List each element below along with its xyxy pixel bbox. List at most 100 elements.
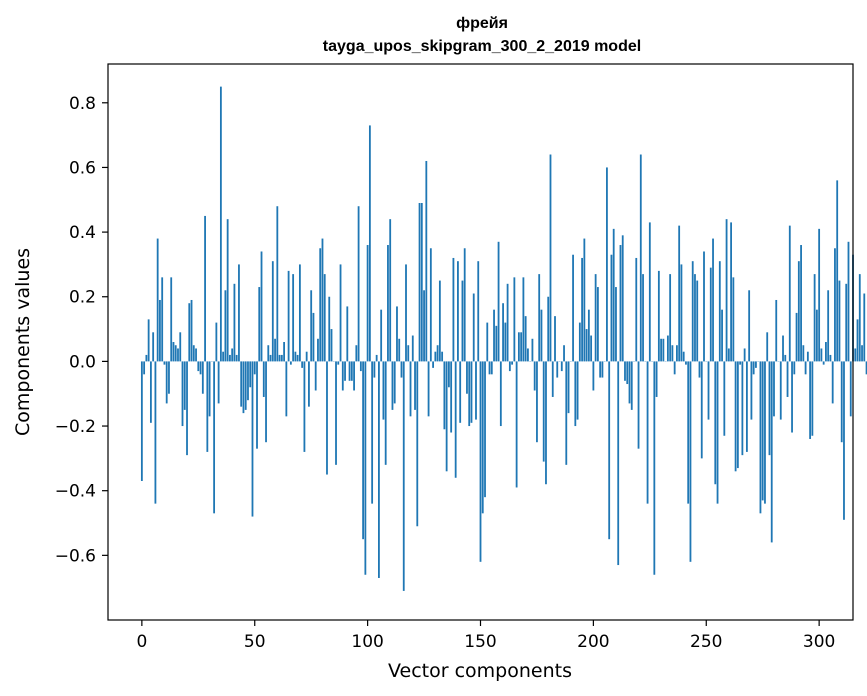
bar — [429, 248, 432, 362]
bar — [660, 338, 663, 362]
bar — [601, 361, 604, 378]
bar — [432, 361, 434, 368]
bar — [296, 354, 299, 362]
x-axis-label: Vector components — [388, 660, 572, 682]
bar — [599, 361, 602, 378]
bar — [402, 361, 405, 591]
bar — [637, 361, 640, 449]
bar — [795, 312, 798, 362]
bar — [793, 361, 796, 375]
bar — [384, 361, 387, 465]
bar — [854, 348, 857, 362]
bar — [310, 290, 313, 362]
bar — [865, 361, 867, 375]
bar — [267, 345, 270, 362]
bar — [145, 354, 148, 362]
bar — [843, 361, 845, 520]
bar — [606, 167, 608, 362]
bar — [671, 345, 674, 362]
bar — [646, 361, 649, 504]
bar — [326, 361, 328, 475]
x-tick-label: 200 — [577, 632, 609, 652]
bar — [380, 309, 383, 362]
bar — [330, 329, 333, 362]
bar — [364, 361, 367, 575]
bar — [450, 361, 453, 433]
bar — [409, 361, 412, 417]
bar — [594, 274, 597, 362]
bar — [542, 361, 545, 462]
bar — [204, 215, 206, 362]
bar — [375, 354, 378, 362]
bar — [249, 361, 252, 388]
bar — [750, 361, 753, 420]
bar — [407, 345, 410, 362]
bar — [786, 361, 789, 397]
bar — [734, 361, 737, 472]
bar — [624, 361, 626, 381]
bar — [192, 345, 195, 362]
bar — [626, 361, 629, 385]
bar — [527, 348, 529, 362]
bar — [499, 361, 502, 427]
bar — [856, 319, 859, 362]
bar — [152, 332, 155, 362]
bar — [800, 245, 802, 362]
bar — [188, 303, 191, 362]
bar — [572, 254, 574, 362]
bar — [229, 354, 231, 362]
bar — [662, 338, 665, 362]
bar — [825, 342, 827, 362]
bar — [242, 361, 245, 414]
bar — [791, 361, 793, 433]
bar — [298, 264, 301, 362]
bar — [488, 361, 491, 375]
bar — [335, 361, 337, 465]
bar — [346, 306, 349, 362]
bar — [206, 361, 209, 452]
bar — [416, 361, 419, 527]
bar — [863, 293, 866, 362]
bar — [517, 332, 520, 362]
bar — [181, 361, 184, 427]
bar — [201, 361, 204, 394]
x-tick-label: 100 — [351, 632, 383, 652]
bar — [723, 361, 726, 436]
bar — [235, 354, 238, 362]
bar — [545, 361, 547, 485]
bar — [849, 361, 852, 417]
bar — [319, 248, 322, 362]
bar — [484, 361, 486, 498]
bar — [231, 348, 234, 362]
bar — [414, 361, 416, 410]
bar — [508, 361, 511, 372]
bar — [761, 361, 764, 501]
bar — [323, 274, 326, 362]
bar — [554, 316, 556, 362]
bar — [563, 345, 565, 362]
bar — [502, 303, 504, 362]
bar — [391, 361, 394, 410]
bar — [773, 361, 775, 417]
bar — [635, 257, 638, 362]
bar — [147, 319, 150, 362]
bar — [642, 274, 644, 362]
bar — [472, 293, 475, 362]
y-tick-label: −0.4 — [55, 482, 96, 502]
bar — [669, 274, 672, 362]
bar — [689, 361, 692, 562]
bar — [515, 361, 518, 488]
bar — [276, 206, 279, 362]
y-tick-label: −0.2 — [55, 417, 96, 437]
bar — [524, 316, 527, 362]
bar — [195, 348, 197, 362]
bar — [470, 361, 473, 423]
bar — [639, 154, 642, 362]
bar — [393, 361, 396, 404]
bar — [411, 335, 414, 362]
bar — [443, 361, 446, 430]
bar — [256, 361, 258, 449]
bar — [536, 361, 538, 443]
bar — [680, 264, 683, 362]
bar — [779, 361, 782, 420]
